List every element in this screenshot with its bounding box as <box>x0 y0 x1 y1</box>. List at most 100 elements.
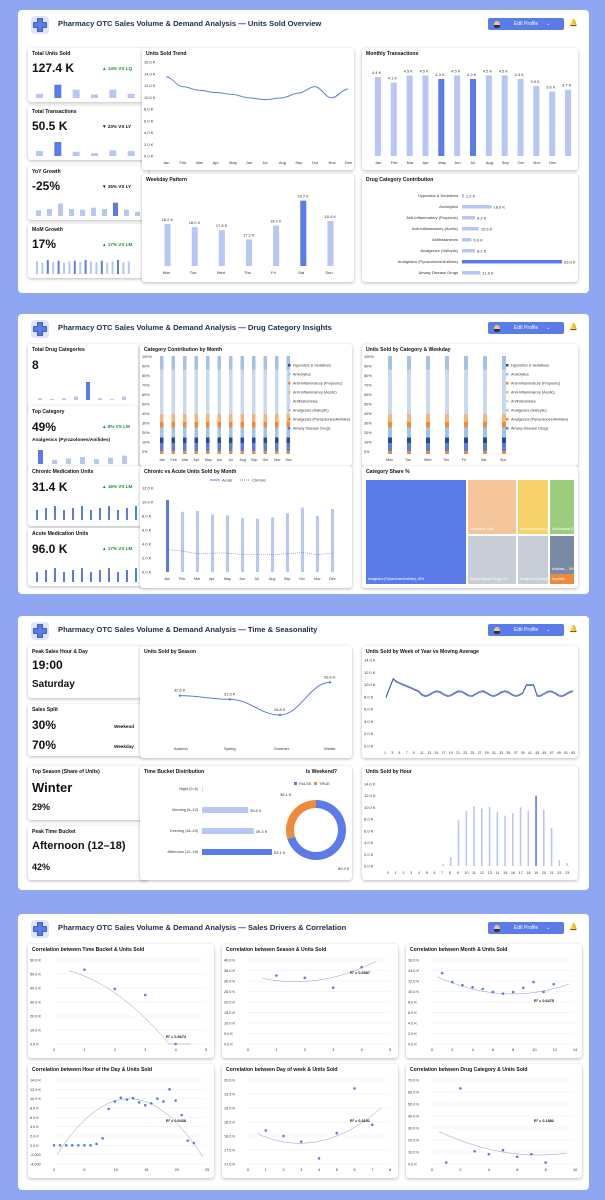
x-tick-label: 2 <box>403 871 405 875</box>
x-tick-label: 7 <box>371 1168 373 1172</box>
stack-segment <box>229 369 233 414</box>
bar <box>390 82 397 156</box>
y-tick-label: 70% <box>142 384 150 388</box>
dashboard-time-seasonality: Pharmacy OTC Sales Volume & Demand Analy… <box>18 616 589 890</box>
y-tick-label: 0.0 K <box>30 1043 39 1047</box>
y-tick-label: 6.0 K <box>144 118 154 123</box>
scatter-point <box>113 987 117 991</box>
x-tick-label: 12 <box>480 871 484 875</box>
x-tick-label: Nov <box>328 160 335 165</box>
legend-label: Analgesics (Salicylic) <box>511 409 547 413</box>
y-tick-label: 50.0 K <box>30 973 41 977</box>
acute-bar <box>301 507 304 572</box>
spark-bar <box>111 261 114 274</box>
x-tick-label: 20 <box>542 871 546 875</box>
stack-segment <box>286 437 290 444</box>
stack-segment <box>445 437 449 444</box>
stack-segment <box>217 443 221 452</box>
kpi-label: Total Units Sold <box>32 51 71 57</box>
stack-segment <box>194 437 198 444</box>
x-tick-label: 2 <box>283 1168 285 1172</box>
x-tick-label: Wed <box>217 270 225 275</box>
scatter-point <box>89 1144 92 1147</box>
stack-segment <box>426 356 430 370</box>
stack-segment <box>229 413 233 422</box>
bar <box>470 78 476 156</box>
legend-label: Hypnotics & Sedatives <box>293 364 331 368</box>
bar <box>501 75 508 156</box>
bar <box>549 91 556 156</box>
legend-swatch <box>288 427 291 430</box>
kpi-value: 31.4 K <box>32 480 68 494</box>
x-tick-label: Spring <box>224 746 236 751</box>
y-tick-label: 0.0 K <box>144 154 154 159</box>
data-label: 4.3 K <box>435 72 445 77</box>
bell-icon[interactable]: 🔔 <box>569 924 578 931</box>
scatter-point <box>162 1100 165 1103</box>
stack-segment <box>160 451 164 454</box>
stack-segment <box>426 443 430 452</box>
y-tick-label: 14.0 K <box>364 782 376 787</box>
legend-label: Acute <box>222 478 233 483</box>
treemap-box <box>468 536 516 584</box>
correlation-chart-card: Correlation between Time Bucket & Units … <box>28 944 214 1058</box>
scatter-point <box>360 965 363 969</box>
legend-label: Airway Disease Drugs <box>511 427 548 431</box>
bar <box>164 224 171 266</box>
edit-profile-button[interactable]: Edit Profile ⌄ <box>488 322 564 334</box>
x-tick-label: Sat <box>481 458 486 462</box>
dashboard-title: Pharmacy OTC Sales Volume & Demand Analy… <box>58 323 332 332</box>
data-label: 17.8 K <box>216 223 228 228</box>
treemap-box <box>550 480 574 534</box>
y-tick-label: 30.0 K <box>30 1001 41 1005</box>
bar <box>488 806 491 866</box>
data-label: 4.5 K <box>404 68 414 73</box>
scatter-point <box>180 1113 183 1117</box>
spark-bar <box>52 459 57 464</box>
legend-swatch <box>506 382 509 385</box>
edit-profile-button[interactable]: Edit Profile ⌄ <box>488 922 564 934</box>
kpi-acute-units: Acute Medication Units 96.0 K ▲ 17% VS L… <box>28 528 148 586</box>
y-tick-label: 4.0 K <box>30 1125 39 1129</box>
x-tick-label: 4 <box>175 1048 177 1052</box>
y-tick-label: 12.0 K <box>144 83 156 88</box>
monthly-transactions-card: Monthly Transactions 4.4 K 4.1 K 4.5 K 4.5 … <box>362 48 578 170</box>
stack-segment <box>286 413 290 422</box>
x-tick-label: Feb <box>179 577 185 581</box>
bar <box>558 860 561 866</box>
scatter-point <box>299 1140 303 1143</box>
bell-icon[interactable]: 🔔 <box>569 20 578 27</box>
edit-profile-button[interactable]: Edit Profile ⌄ <box>488 18 564 30</box>
stack-segment <box>252 443 256 452</box>
stack-segment <box>286 356 290 370</box>
y-tick-label: 2.0 K <box>408 1032 417 1036</box>
x-tick-label: 3 <box>391 751 393 755</box>
kpi-delta: ▲ 17% VS LM <box>102 546 133 551</box>
kpi-card: MoM Growth 17% ▲ 17% VS LM <box>28 224 148 278</box>
stack-segment <box>483 413 487 422</box>
legend-swatch <box>288 364 291 367</box>
treemap-label: Analgesics (Pyrazolones/Anilides), 49% <box>368 577 424 581</box>
spark-bar <box>135 506 137 520</box>
data-label: 18.1 K <box>270 219 282 224</box>
legend-swatch <box>506 364 509 367</box>
bell-icon[interactable]: 🔔 <box>569 324 578 331</box>
correlation-chart-card: Correlation between Month & Units Sold 16… <box>406 944 582 1058</box>
scatter-point <box>282 1134 285 1138</box>
stack-segment <box>252 451 256 454</box>
x-tick-label: Jun <box>246 160 252 165</box>
y-tick-label: 6.0 K <box>142 528 152 533</box>
x-tick-label: Sep <box>251 458 257 462</box>
stack-segment <box>160 443 164 452</box>
x-tick-label: Nov <box>274 458 281 462</box>
x-tick-label: Thu <box>244 270 251 275</box>
kpi-value: -25% <box>32 179 61 193</box>
r-squared-label: R² = 0.6475 <box>534 999 554 1003</box>
legend-swatch <box>288 409 291 412</box>
week-of-year-card: Units Sold by Week of Year vs Moving Ave… <box>362 646 578 758</box>
kpi-delta: ▲ 8% VS LM <box>102 424 130 429</box>
stack-segment <box>502 369 506 414</box>
edit-profile-button[interactable]: Edit Profile ⌄ <box>488 624 564 636</box>
y-tick-label: 50% <box>364 403 372 407</box>
bell-icon[interactable]: 🔔 <box>569 626 578 633</box>
